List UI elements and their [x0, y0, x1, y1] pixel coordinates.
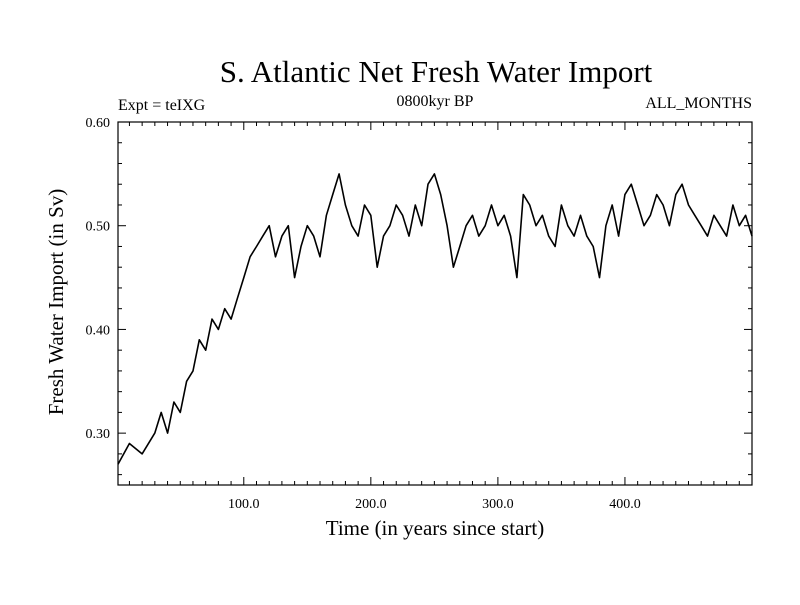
y-tick-label: 0.50: [86, 220, 111, 235]
series-layer: [117, 173, 753, 465]
x-tick-label: 300.0: [482, 497, 514, 512]
plot-frame: [117, 121, 753, 486]
x-axis-label: Time (in years since start): [326, 516, 545, 540]
x-tick-label: 200.0: [355, 497, 387, 512]
axis-tick-labels: 100.0 200.0 300.0 400.0 0.30 0.40 0.50 0.60: [86, 116, 641, 512]
x-tick-label: 400.0: [609, 497, 641, 512]
chart-title: S. Atlantic Net Fresh Water Import: [220, 54, 653, 89]
y-tick-label: 0.40: [86, 323, 111, 338]
y-axis-label: Fresh Water Import (in Sv): [44, 189, 68, 416]
series-line: [117, 173, 753, 465]
y-tick-label: 0.30: [86, 427, 111, 442]
x-tick-label: 100.0: [228, 497, 260, 512]
period-label: 0800kyr BP: [397, 93, 474, 110]
experiment-label: Expt = teIXG: [118, 97, 206, 114]
months-label: ALL_MONTHS: [645, 95, 752, 112]
y-tick-label: 0.60: [86, 116, 111, 131]
axis-ticks: [118, 122, 752, 485]
